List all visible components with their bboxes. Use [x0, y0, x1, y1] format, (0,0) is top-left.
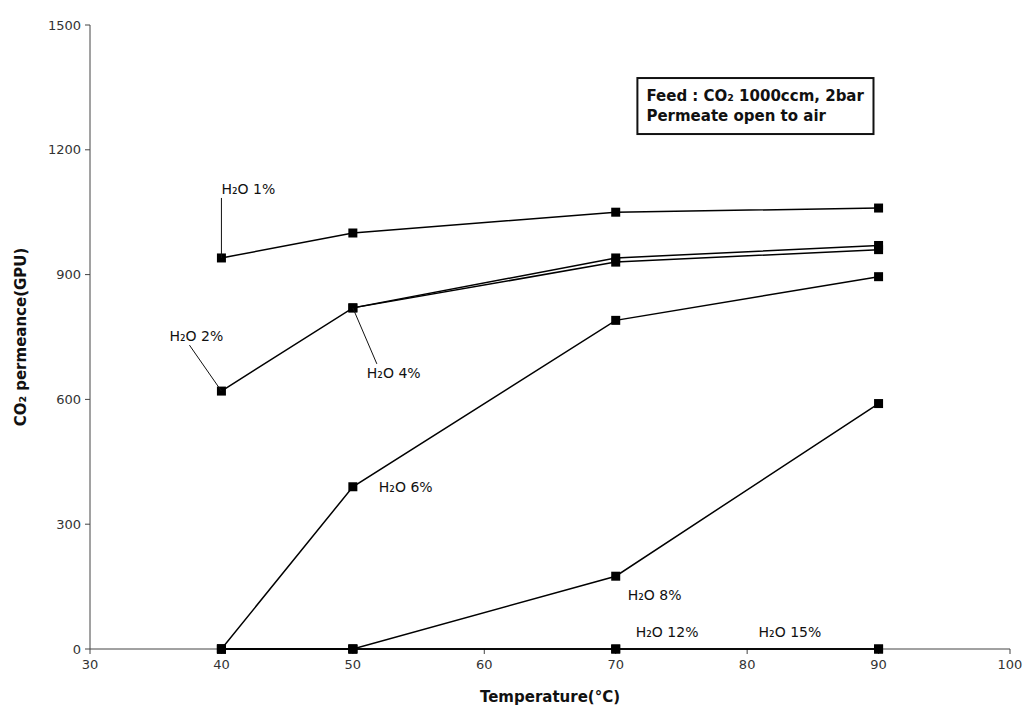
series-line: [221, 245, 878, 391]
x-axis-line: [90, 649, 1010, 650]
series-label: H₂O 4%: [367, 365, 421, 381]
x-tick-label: 40: [213, 657, 230, 672]
series-label: H₂O 2%: [169, 328, 223, 344]
y-tick-label: 300: [56, 517, 81, 532]
y-axis-line: [90, 25, 91, 649]
leader-line: [221, 198, 222, 258]
marker: [348, 645, 357, 654]
y-axis-title: CO₂ permeance(GPU): [12, 248, 30, 427]
series-label: H₂O 15%: [759, 624, 822, 640]
marker: [874, 204, 883, 213]
marker: [348, 645, 357, 654]
marker: [874, 399, 883, 408]
series-line: [221, 277, 878, 649]
marker: [217, 645, 226, 654]
background: [0, 0, 1035, 714]
series-line: [221, 648, 878, 650]
marker: [874, 645, 883, 654]
leader-line: [353, 308, 377, 364]
series-labels: H₂O 1% H₂O 2% H₂O 4% H₂O 6% H₂O 8% H₂O 12% H₂O…: [169, 181, 821, 640]
y-tick-label: 1200: [48, 142, 81, 157]
y-tick: [85, 649, 90, 650]
marker: [611, 645, 620, 654]
series-label: H₂O 6%: [379, 479, 433, 495]
x-tick-label: 100: [998, 657, 1023, 672]
series-line: [221, 404, 878, 649]
y-tick-label: 1500: [48, 18, 81, 33]
marker: [217, 645, 226, 654]
y-tick: [85, 274, 90, 275]
annotation-text: Permeate open to air: [646, 107, 826, 125]
plot-area: [217, 204, 883, 654]
marker: [611, 258, 620, 267]
y-tick: [85, 524, 90, 525]
marker: [611, 208, 620, 217]
x-tick-label: 70: [607, 657, 624, 672]
marker: [217, 645, 226, 654]
leader-line: [189, 345, 221, 391]
x-tick: [1010, 649, 1011, 654]
annotation-box: Feed : CO₂ 1000ccm, 2bar Permeate open to…: [637, 78, 873, 134]
y-tick-label: 600: [56, 392, 81, 407]
y-tick: [85, 399, 90, 400]
marker: [348, 482, 357, 491]
y-tick: [85, 25, 90, 26]
marker: [611, 316, 620, 325]
y-tick-label: 900: [56, 267, 81, 282]
x-tick-label: 50: [345, 657, 362, 672]
marker: [348, 645, 357, 654]
marker: [611, 572, 620, 581]
marker: [348, 229, 357, 238]
x-tick-label: 30: [82, 657, 99, 672]
y-tick-label: 0: [73, 642, 81, 657]
marker: [217, 645, 226, 654]
chart: 30 40 50 60 70 80 90 100 0 300 600 900 1200 1500 Tempe…: [0, 0, 1035, 714]
series-line: [221, 648, 878, 650]
marker: [611, 645, 620, 654]
series-label: H₂O 12%: [636, 624, 699, 640]
series-line: [353, 250, 879, 308]
marker: [874, 645, 883, 654]
annotation-frame: [637, 78, 873, 134]
x-tick-label: 90: [870, 657, 887, 672]
series-label: H₂O 1%: [221, 181, 275, 197]
series-label: H₂O 8%: [628, 587, 682, 603]
x-tick: [90, 649, 91, 654]
marker: [874, 272, 883, 281]
x-axis-title: Temperature(°C): [480, 688, 620, 706]
marker: [874, 245, 883, 254]
x-tick-label: 60: [476, 657, 493, 672]
annotation-text: Feed : CO₂ 1000ccm, 2bar: [646, 87, 864, 105]
y-tick: [85, 149, 90, 150]
x-tick-label: 80: [739, 657, 756, 672]
